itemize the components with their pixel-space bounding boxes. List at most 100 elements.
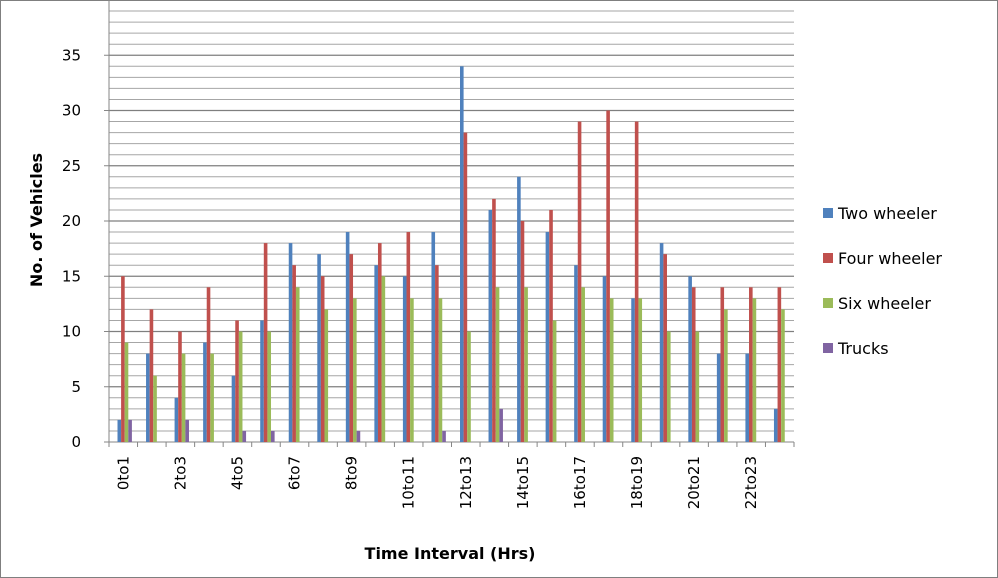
bar-six-wheeler (524, 287, 528, 442)
bar-four-wheeler (121, 276, 125, 442)
bar-four-wheeler (463, 132, 468, 442)
bar-four-wheeler (691, 287, 696, 442)
bar-four-wheeler (777, 287, 782, 442)
bar-two-wheeler (488, 209, 493, 442)
bar-six-wheeler (581, 287, 585, 442)
bar-two-wheeler (716, 353, 721, 442)
bar-four-wheeler (292, 265, 296, 442)
x-tick-label: 12to13 (457, 456, 475, 509)
x-tick-label: 14to15 (514, 456, 532, 509)
legend-swatch (823, 253, 833, 263)
y-tick-label: 20 (62, 212, 81, 230)
bar-trucks (128, 419, 132, 442)
bar-two-wheeler (773, 408, 778, 442)
x-tick-label: 4to5 (228, 456, 246, 490)
bar-six-wheeler (267, 331, 272, 442)
bar-four-wheeler (320, 276, 325, 442)
bar-six-wheeler (638, 298, 643, 442)
bar-two-wheeler (345, 232, 350, 442)
y-tick-label: 25 (62, 157, 81, 175)
bar-four-wheeler (206, 287, 211, 442)
bar-two-wheeler (460, 66, 464, 443)
bar-six-wheeler (381, 276, 386, 442)
bar-two-wheeler (174, 397, 179, 442)
x-tick-label: 20to21 (685, 456, 703, 509)
bar-six-wheeler (410, 298, 414, 442)
bar-six-wheeler (210, 353, 214, 442)
bar-two-wheeler (631, 298, 635, 442)
y-tick-labels: 0 5 10 15 20 25 30 35 (62, 46, 81, 451)
x-axis-title: Time Interval (Hrs) (365, 544, 536, 563)
bar-four-wheeler (263, 243, 268, 442)
bar-two-wheeler (374, 265, 378, 442)
bar-trucks (242, 430, 247, 442)
y-tick-label: 35 (62, 46, 81, 64)
bar-four-wheeler (749, 287, 753, 442)
bar-six-wheeler (781, 309, 785, 442)
bar-four-wheeler (606, 110, 610, 442)
x-tick-label: 16to17 (571, 456, 589, 509)
bar-two-wheeler (203, 342, 207, 442)
legend-label: Six wheeler (838, 294, 931, 313)
y-tick-label: 10 (62, 323, 81, 341)
y-tick-label: 0 (71, 433, 81, 451)
bar-six-wheeler (666, 331, 671, 442)
bar-two-wheeler (659, 243, 664, 442)
bar-two-wheeler (317, 254, 321, 442)
bar-trucks (356, 430, 361, 442)
bar-four-wheeler (520, 221, 525, 442)
y-tick-label: 15 (62, 267, 81, 285)
bar-four-wheeler (492, 198, 496, 442)
bar-four-wheeler (377, 243, 382, 442)
bar-two-wheeler (146, 353, 150, 442)
bar-four-wheeler (663, 254, 667, 442)
y-tick-label: 5 (71, 378, 81, 396)
legend-label: Four wheeler (838, 249, 942, 268)
bar-six-wheeler (238, 331, 243, 442)
bars (117, 66, 785, 443)
gridlines (109, 0, 794, 432)
bar-four-wheeler (634, 121, 639, 443)
bar-six-wheeler (353, 298, 357, 442)
bar-six-wheeler (181, 353, 186, 442)
bar-four-wheeler (720, 287, 725, 442)
bar-four-wheeler (349, 254, 354, 442)
bar-four-wheeler (178, 331, 182, 442)
x-tick-labels: 0to1 2to3 4to5 6to7 8to9 10to11 12to13 14to15 16… (114, 456, 760, 509)
bar-two-wheeler (688, 276, 692, 442)
bar-two-wheeler (231, 375, 236, 442)
bar-six-wheeler (752, 298, 757, 442)
legend-swatch (823, 298, 833, 308)
x-tick-label: 22to23 (742, 456, 760, 509)
x-tick-label: 6to7 (286, 456, 304, 490)
bar-two-wheeler (288, 243, 293, 442)
x-tick-label: 0to1 (114, 456, 132, 490)
bar-six-wheeler (438, 298, 443, 442)
bar-six-wheeler (695, 331, 700, 442)
bar-six-wheeler (153, 375, 157, 442)
bar-four-wheeler (149, 309, 154, 442)
bar-four-wheeler (406, 232, 411, 442)
bar-six-wheeler (552, 320, 557, 442)
bar-trucks (185, 419, 189, 442)
y-tick-label: 30 (62, 102, 81, 120)
y-axis-title: No. of Vehicles (27, 153, 46, 287)
bar-four-wheeler (435, 265, 439, 442)
axes (104, 0, 795, 447)
bar-trucks (499, 408, 503, 442)
x-tick-label: 2to3 (171, 456, 189, 490)
legend-swatch (823, 343, 833, 353)
bar-four-wheeler (549, 209, 553, 442)
bar-trucks (271, 430, 275, 442)
legend-label: Two wheeler (837, 204, 937, 223)
bar-six-wheeler (609, 298, 614, 442)
bar-six-wheeler (467, 331, 471, 442)
bar-two-wheeler (545, 232, 550, 442)
bar-six-wheeler (724, 309, 728, 442)
bar-six-wheeler (324, 309, 329, 442)
bar-four-wheeler (235, 320, 239, 442)
bar-four-wheeler (577, 121, 582, 443)
legend: Two wheeler Four wheeler Six wheeler Trucks (823, 204, 942, 358)
bar-two-wheeler (517, 176, 521, 443)
bar-two-wheeler (574, 265, 578, 442)
